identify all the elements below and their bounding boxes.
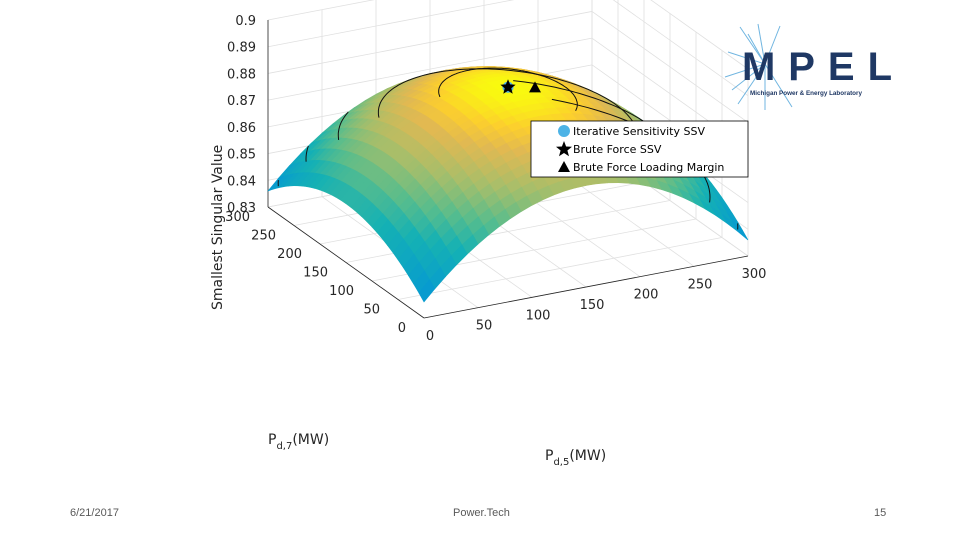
z-tick-label: 0.9 (235, 14, 256, 29)
legend-circle-marker (558, 125, 570, 137)
axis-line (423, 255, 749, 319)
legend-triangle-marker (558, 161, 570, 172)
z-tick-label: 0.85 (227, 148, 256, 163)
x-axis-label: Pd,5(MW) (545, 448, 606, 468)
legend-label-iterative: Iterative Sensitivity SSV (573, 125, 705, 138)
x-tick-label: 150 (580, 298, 605, 313)
surface-patch (418, 279, 436, 303)
surface-layer (267, 66, 749, 303)
slide-date: 6/21/2017 (70, 507, 119, 519)
contour-line (438, 67, 578, 111)
z-tick-label: 0.89 (227, 41, 256, 56)
x-tick-label: 50 (476, 319, 493, 334)
mpel-logo: MPEL Michigan Power & Energy Laboratory (724, 23, 892, 110)
x-tick-label: 0 (426, 329, 434, 344)
legend-label-brute-margin: Brute Force Loading Margin (573, 161, 724, 174)
marker-brute-force-ssv (500, 79, 516, 94)
y-tick-label: 50 (363, 303, 380, 318)
legend: Iterative Sensitivity SSV Brute Force SS… (530, 120, 749, 178)
legend-star-marker (556, 141, 572, 157)
logo-subtitle: Michigan Power & Energy Laboratory (750, 90, 862, 97)
x-tick-label: 200 (634, 288, 659, 303)
y-tick-label: 200 (277, 247, 302, 262)
surface-patch (731, 221, 749, 241)
z-tick-label: 0.87 (227, 94, 256, 109)
z-tick-label: 0.84 (227, 174, 256, 189)
y-tick-label: 100 (329, 284, 354, 299)
z-axis-label: Smallest Singular Value (210, 145, 226, 310)
z-tick-label: 0.86 (227, 121, 256, 136)
slide-footer: Power.Tech (453, 507, 510, 519)
y-tick-label: 300 (225, 210, 250, 225)
y-tick-label: 0 (398, 321, 406, 336)
axis-line (267, 206, 425, 319)
tick-layer: 0.830.840.850.860.870.880.890.9050100150… (225, 14, 766, 344)
x-tick-label: 300 (742, 267, 767, 282)
z-tick-label: 0.83 (227, 201, 256, 216)
logo-starburst (724, 23, 793, 110)
x-tick-label: 250 (688, 277, 713, 292)
logo-text: MPEL (742, 45, 892, 89)
y-axis-label: Pd,7(MW) (268, 432, 329, 452)
y-tick-label: 150 (303, 266, 328, 281)
y-tick-label: 250 (251, 229, 276, 244)
legend-label-brute-ssv: Brute Force SSV (573, 143, 662, 156)
slide-number: 15 (874, 507, 887, 519)
marker-brute-force-margin (529, 81, 541, 93)
z-tick-label: 0.88 (227, 67, 256, 82)
x-tick-label: 100 (526, 308, 551, 323)
marker-layer (500, 79, 541, 94)
